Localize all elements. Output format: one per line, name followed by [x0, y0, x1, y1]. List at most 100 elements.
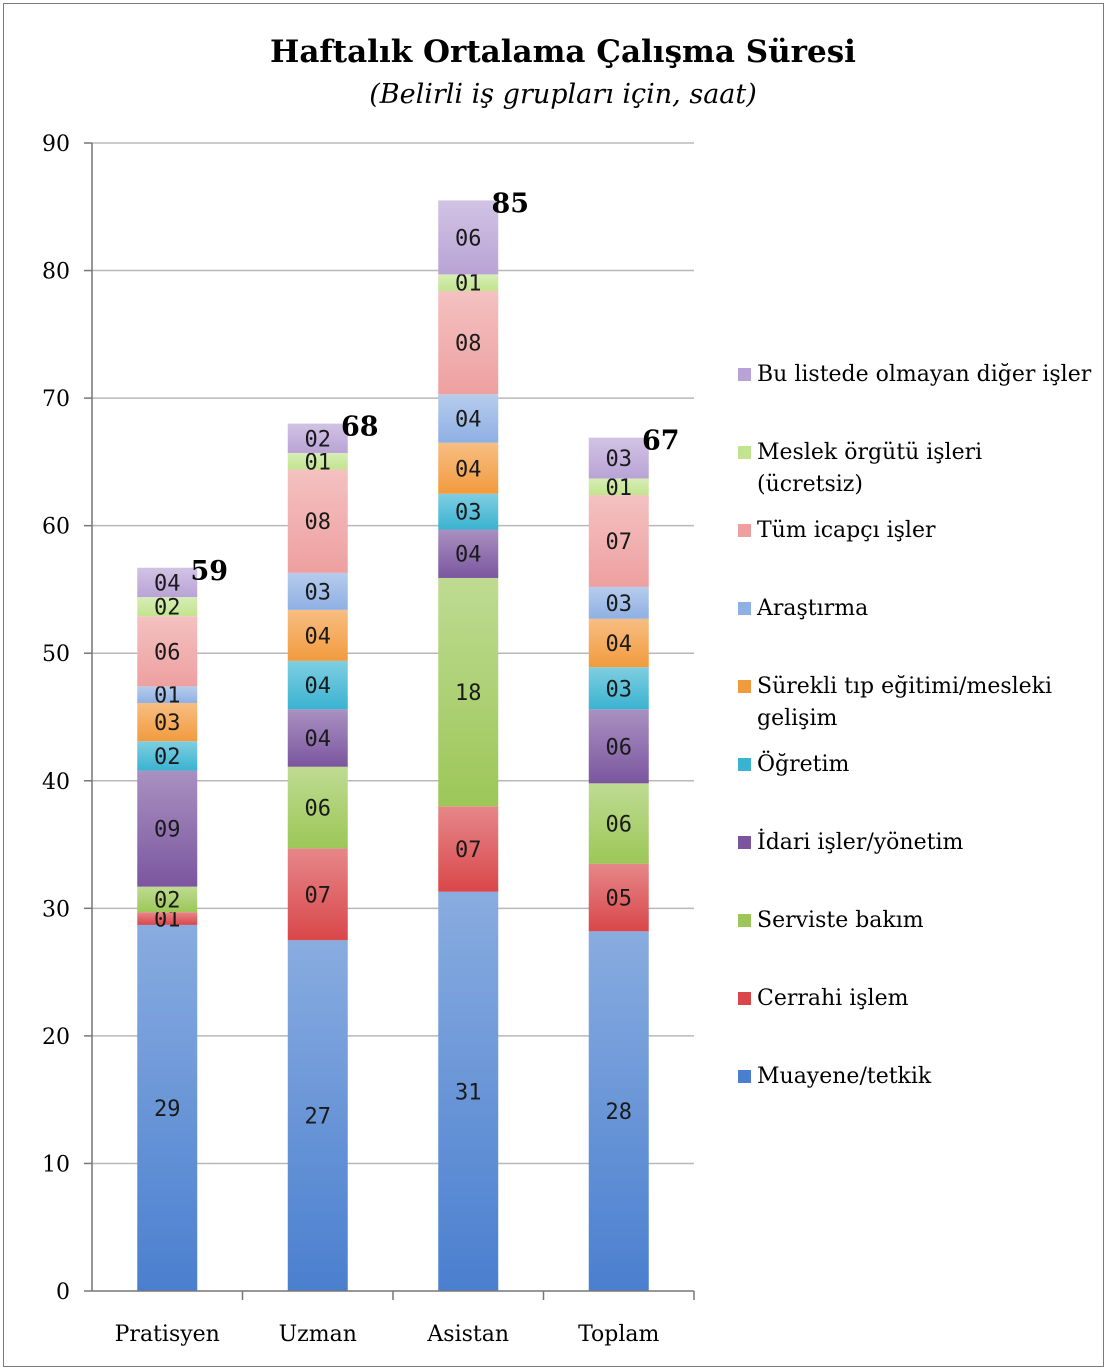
y-tick-label: 60	[42, 515, 70, 540]
legend-item-tum-icapci-isler: Tüm icapçı işler	[738, 518, 936, 543]
bar-asistan-arastirma	[438, 394, 499, 443]
bar-pratisyen-surekli-tip-egitimi-mesleki-gelisim	[137, 702, 198, 742]
chart-subtitle: (Belirli iş grupları için, saat)	[369, 79, 757, 110]
bar-toplam-bu-listede-olmayan-diger-isler	[588, 437, 649, 479]
bar-asistan-bu-listede-olmayan-diger-isler	[438, 200, 499, 275]
bar-uzman-arastirma	[287, 572, 348, 610]
x-tick-label-toplam: Toplam	[578, 1322, 659, 1347]
bar-uzman-ogretim	[287, 660, 348, 710]
legend-item-meslek-orgutu-isleri-ucretsiz: Meslek örgütü işleri (ücretsiz)	[738, 440, 982, 497]
data-label: 02	[305, 427, 332, 452]
legend-swatch	[738, 1070, 751, 1083]
data-label: 09	[154, 818, 181, 843]
data-label: 03	[606, 592, 633, 617]
bar-uzman-i-dari-isler-yonetim	[287, 709, 348, 767]
bar-asistan-tum-icapci-isler	[438, 290, 499, 395]
bar-uzman-bu-listede-olmayan-diger-isler	[287, 423, 348, 453]
data-label: 02	[154, 596, 181, 621]
bar-toplam-cerrahi-islem	[588, 863, 649, 932]
legend-label: Sürekli tıp eğitimi/mesleki gelişim	[757, 674, 1052, 731]
legend-label: Öğretim	[757, 750, 850, 777]
bar-toplam-tum-icapci-isler	[588, 495, 649, 587]
y-tick-label: 40	[42, 770, 70, 795]
bar-uzman-tum-icapci-isler	[287, 469, 348, 573]
bar-pratisyen-cerrahi-islem	[137, 912, 198, 925]
data-label: 06	[305, 797, 332, 822]
bar-uzman-surekli-tip-egitimi-mesleki-gelisim	[287, 609, 348, 661]
bar-uzman-meslek-orgutu-isleri-ucretsiz	[287, 452, 348, 470]
legend-label: Bu listede olmayan diğer işler	[757, 362, 1092, 387]
data-label: 04	[154, 571, 181, 596]
data-label: 03	[455, 501, 482, 526]
bar-toplam-surekli-tip-egitimi-mesleki-gelisim	[588, 618, 649, 668]
bar-uzman-cerrahi-islem	[287, 848, 348, 941]
bar-toplam-muayene-tetkik	[588, 931, 649, 1291]
bar-toplam-serviste-bakim	[588, 783, 649, 864]
data-label: 01	[606, 476, 633, 501]
data-label: 04	[305, 674, 332, 699]
data-label: 28	[606, 1100, 633, 1125]
data-label: 03	[154, 711, 181, 736]
data-label: 18	[455, 681, 482, 706]
total-label-uzman: 68	[341, 412, 379, 443]
bar-asistan-i-dari-isler-yonetim	[438, 529, 499, 578]
legend-swatch	[738, 836, 751, 849]
bar-pratisyen-tum-icapci-isler	[137, 616, 198, 687]
data-label: 06	[606, 813, 633, 838]
legend-item-bu-listede-olmayan-diger-isler: Bu listede olmayan diğer işler	[738, 362, 1092, 387]
data-label: 04	[455, 408, 482, 433]
bar-toplam-i-dari-isler-yonetim	[588, 709, 649, 784]
y-tick-label: 20	[42, 1025, 70, 1050]
data-label: 07	[305, 883, 332, 908]
legend-label: İdari işler/yönetim	[757, 828, 963, 855]
y-tick-label: 30	[42, 897, 70, 922]
legend-item-i-dari-isler-yonetim: İdari işler/yönetim	[738, 828, 963, 855]
legend-swatch	[738, 758, 751, 771]
data-label: 06	[606, 735, 633, 760]
legend-label: Serviste bakım	[757, 908, 924, 933]
x-tick-label-asistan: Asistan	[426, 1322, 509, 1347]
data-label: 03	[305, 580, 332, 605]
bar-pratisyen-bu-listede-olmayan-diger-isler	[137, 567, 198, 598]
y-tick-label: 0	[56, 1280, 70, 1305]
bar-pratisyen-i-dari-isler-yonetim	[137, 770, 198, 887]
legend-item-muayene-tetkik: Muayene/tetkik	[738, 1064, 932, 1089]
legend-label: Meslek örgütü işleri (ücretsiz)	[757, 440, 982, 497]
bar-asistan-cerrahi-islem	[438, 806, 499, 892]
bar-pratisyen-muayene-tetkik	[137, 924, 198, 1291]
bar-asistan-surekli-tip-egitimi-mesleki-gelisim	[438, 442, 499, 494]
y-axis: 0 10 20 30 40 50 60 70 80 90	[42, 132, 93, 1305]
data-label: 29	[154, 1097, 181, 1122]
data-label: 03	[606, 447, 633, 472]
bar-asistan-meslek-orgutu-isleri-ucretsiz	[438, 274, 499, 291]
y-tick-label: 50	[42, 642, 70, 667]
data-label: 01	[305, 450, 332, 475]
bar-asistan-serviste-bakim	[438, 577, 499, 807]
bar-toplam-arastirma	[588, 586, 649, 619]
data-label: 04	[455, 457, 482, 482]
y-tick-label: 80	[42, 260, 70, 285]
legend-swatch	[738, 368, 751, 381]
legend: Bu listede olmayan diğer işler Meslek örg…	[738, 362, 1092, 1089]
bar-pratisyen-serviste-bakim	[137, 886, 198, 913]
legend-swatch	[738, 446, 751, 459]
bar-pratisyen-ogretim	[137, 741, 198, 771]
data-label: 04	[305, 727, 332, 752]
data-label: 04	[455, 543, 482, 568]
data-label: 31	[455, 1080, 482, 1105]
data-label: 01	[154, 684, 181, 709]
y-tick-label: 70	[42, 387, 70, 412]
legend-swatch	[738, 914, 751, 927]
legend-item-cerrahi-islem: Cerrahi işlem	[738, 986, 909, 1011]
total-label-toplam: 67	[642, 426, 680, 457]
data-label: 07	[606, 530, 633, 555]
bar-pratisyen-arastirma	[137, 686, 198, 703]
data-label: 03	[606, 677, 633, 702]
legend-label: Muayene/tetkik	[757, 1064, 932, 1089]
bar-toplam-ogretim	[588, 667, 649, 710]
legend-item-ogretim: Öğretim	[738, 750, 850, 777]
data-label: 07	[455, 838, 482, 863]
data-label: 06	[455, 226, 482, 251]
